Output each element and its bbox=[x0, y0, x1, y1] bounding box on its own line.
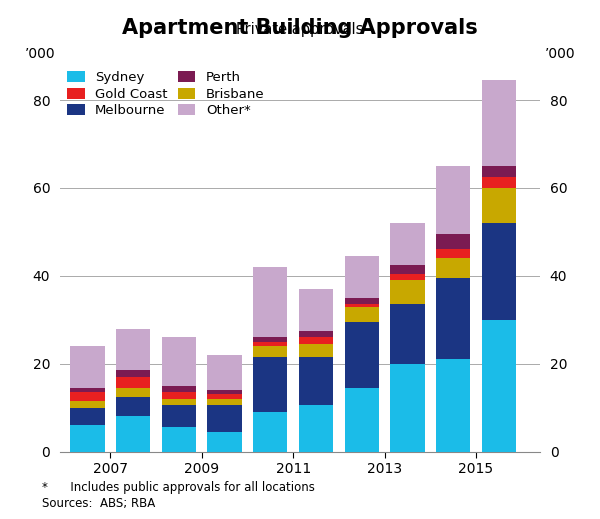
Bar bbox=[344, 298, 379, 304]
Bar bbox=[436, 250, 470, 258]
Bar bbox=[116, 370, 150, 377]
Bar bbox=[344, 304, 379, 307]
Bar bbox=[208, 390, 242, 394]
Bar bbox=[482, 188, 516, 223]
Bar bbox=[344, 322, 379, 388]
Bar bbox=[390, 280, 425, 304]
Bar bbox=[482, 320, 516, 452]
Bar bbox=[436, 278, 470, 359]
Bar bbox=[253, 346, 287, 357]
Bar bbox=[253, 357, 287, 412]
Bar bbox=[436, 234, 470, 250]
Text: ’000: ’000 bbox=[545, 47, 575, 61]
Bar bbox=[436, 166, 470, 234]
Bar bbox=[390, 223, 425, 265]
Bar bbox=[208, 432, 242, 452]
Bar bbox=[390, 304, 425, 364]
Bar bbox=[70, 401, 104, 407]
Text: Apartment Building Approvals: Apartment Building Approvals bbox=[122, 18, 478, 38]
Bar bbox=[299, 337, 333, 344]
Bar bbox=[162, 392, 196, 399]
Bar bbox=[208, 405, 242, 432]
Bar bbox=[162, 405, 196, 427]
Bar bbox=[482, 166, 516, 177]
Bar bbox=[70, 407, 104, 425]
Bar bbox=[390, 274, 425, 280]
Bar bbox=[162, 386, 196, 392]
Bar bbox=[253, 342, 287, 346]
Bar bbox=[116, 388, 150, 397]
Bar bbox=[390, 265, 425, 274]
Bar bbox=[344, 256, 379, 298]
Bar bbox=[208, 394, 242, 399]
Bar bbox=[253, 337, 287, 342]
Bar bbox=[482, 223, 516, 320]
Bar bbox=[436, 258, 470, 278]
Bar bbox=[116, 377, 150, 388]
Bar bbox=[390, 364, 425, 452]
Bar bbox=[482, 177, 516, 188]
Bar bbox=[299, 331, 333, 337]
Bar bbox=[70, 388, 104, 392]
Bar bbox=[116, 397, 150, 416]
Bar bbox=[162, 399, 196, 405]
Bar bbox=[253, 412, 287, 452]
Bar bbox=[482, 80, 516, 166]
Bar bbox=[162, 427, 196, 452]
Bar bbox=[299, 289, 333, 331]
Bar bbox=[116, 329, 150, 370]
Bar bbox=[162, 337, 196, 386]
Bar bbox=[70, 425, 104, 452]
Bar bbox=[70, 346, 104, 388]
Bar bbox=[116, 416, 150, 452]
Bar bbox=[344, 307, 379, 322]
Title: Private approvals: Private approvals bbox=[236, 22, 364, 37]
Bar bbox=[70, 392, 104, 401]
Text: Sources:  ABS; RBA: Sources: ABS; RBA bbox=[42, 497, 155, 510]
Bar bbox=[299, 344, 333, 357]
Text: ’000: ’000 bbox=[25, 47, 55, 61]
Legend: Sydney, Gold Coast, Melbourne, Perth, Brisbane, Other*: Sydney, Gold Coast, Melbourne, Perth, Br… bbox=[65, 69, 267, 120]
Bar bbox=[208, 399, 242, 405]
Bar bbox=[299, 405, 333, 452]
Bar bbox=[299, 357, 333, 405]
Bar bbox=[436, 359, 470, 452]
Text: *      Includes public approvals for all locations: * Includes public approvals for all loca… bbox=[42, 481, 315, 494]
Bar bbox=[208, 355, 242, 390]
Bar bbox=[344, 388, 379, 452]
Bar bbox=[253, 267, 287, 337]
